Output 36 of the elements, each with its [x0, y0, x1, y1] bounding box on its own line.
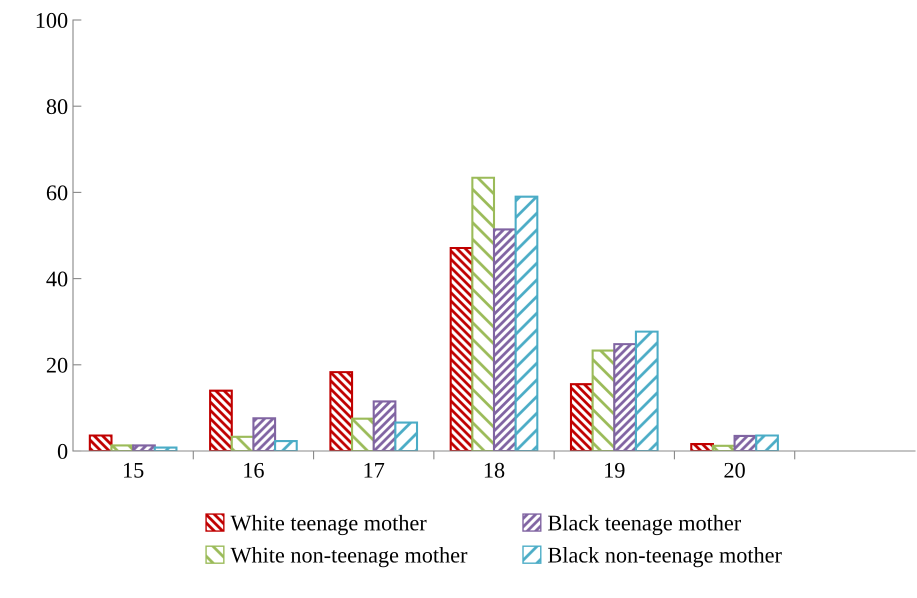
legend-label: White non-teenage mother: [230, 547, 468, 568]
y-tick-label: 60: [46, 185, 68, 200]
bar: [492, 228, 517, 451]
x-tick-label: 17: [364, 462, 384, 478]
y-tick-label: 0: [58, 444, 68, 459]
bar: [570, 383, 594, 451]
bar: [252, 417, 276, 451]
x-tick-label: 16: [244, 462, 264, 478]
bar: [471, 176, 496, 451]
bar: [592, 350, 616, 451]
x-tick-label: 20: [724, 462, 745, 478]
bar: [351, 418, 375, 451]
bar: [514, 196, 538, 451]
legend-label: Black non-teenage mother: [548, 547, 782, 568]
bar: [209, 390, 233, 451]
bar: [274, 440, 298, 451]
bar: [394, 422, 418, 451]
bar: [230, 436, 254, 451]
bar: [88, 434, 113, 451]
bar: [690, 443, 714, 451]
y-tick-label: 80: [46, 99, 68, 114]
legend-label: White teenage mother: [230, 514, 427, 536]
bar: [154, 446, 178, 451]
bar: [329, 371, 354, 451]
bar: [372, 400, 396, 451]
bar: [755, 434, 779, 451]
y-tick-label: 20: [46, 358, 68, 373]
x-tick-label: 15: [124, 462, 144, 478]
x-tick-label: 18: [484, 462, 504, 478]
bar: [613, 343, 637, 451]
y-tick-label: 40: [46, 272, 68, 287]
x-tick-label: 19: [605, 462, 624, 478]
y-tick-label: 100: [36, 12, 68, 28]
bar: [450, 246, 474, 451]
bar: [634, 330, 659, 451]
legend-label: Black teenage mother: [548, 514, 741, 536]
